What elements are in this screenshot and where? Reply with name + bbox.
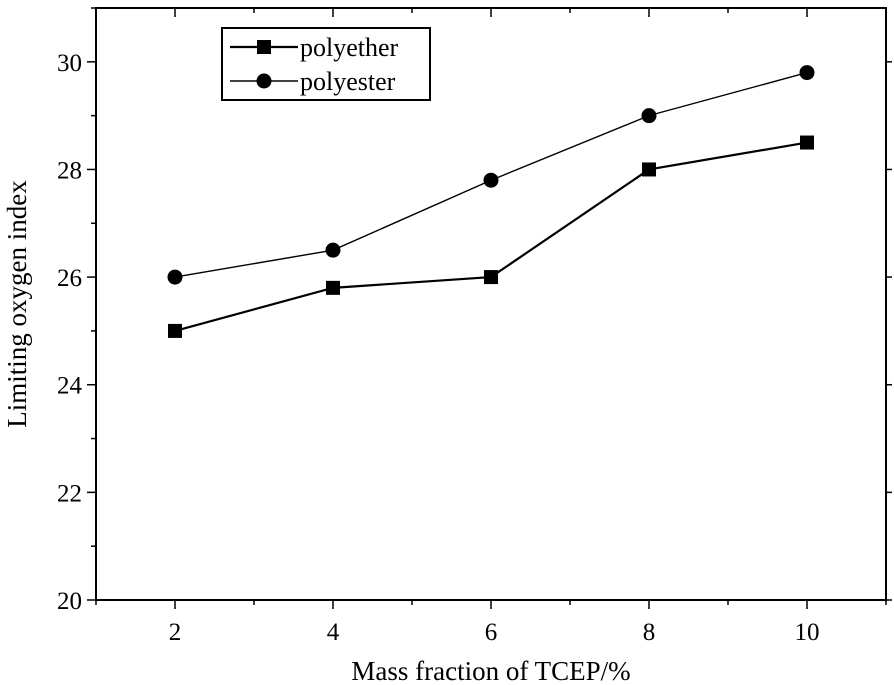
data-point-polyester — [325, 242, 341, 258]
data-point-polyether — [642, 162, 656, 177]
y-tick-label: 20 — [57, 588, 82, 615]
legend-label-polyether: polyether — [300, 33, 399, 62]
legend-marker-polyether — [257, 40, 271, 54]
y-axis-title: Limiting oxygen index — [2, 180, 32, 428]
data-point-polyester — [167, 269, 183, 285]
x-tick-label: 6 — [485, 619, 498, 646]
data-point-polyether — [326, 280, 340, 295]
x-axis-title: Mass fraction of TCEP/% — [351, 656, 630, 685]
y-tick-label: 28 — [57, 157, 82, 184]
legend-label-polyester: polyester — [300, 67, 396, 96]
x-tick-label: 4 — [327, 619, 340, 646]
series-layer — [167, 65, 815, 338]
data-point-polyether — [484, 270, 498, 285]
plot-frame — [95, 7, 887, 601]
data-point-polyether — [800, 135, 814, 150]
y-tick-label: 26 — [57, 265, 82, 292]
data-point-polyester — [799, 65, 815, 81]
series-line-polyether — [174, 141, 808, 332]
x-tick-label: 2 — [169, 619, 182, 646]
y-tick-label: 30 — [57, 50, 82, 77]
legend-marker-polyester — [256, 73, 272, 89]
x-tick-label: 8 — [643, 619, 656, 646]
y-tick-label: 24 — [57, 373, 83, 400]
x-tick-label: 10 — [795, 619, 820, 646]
data-point-polyether — [168, 323, 182, 338]
data-point-polyester — [483, 172, 499, 188]
y-tick-label: 22 — [57, 480, 82, 507]
legend-box — [221, 27, 431, 101]
data-point-polyester — [641, 108, 657, 124]
legend: polyether polyester — [221, 27, 431, 101]
